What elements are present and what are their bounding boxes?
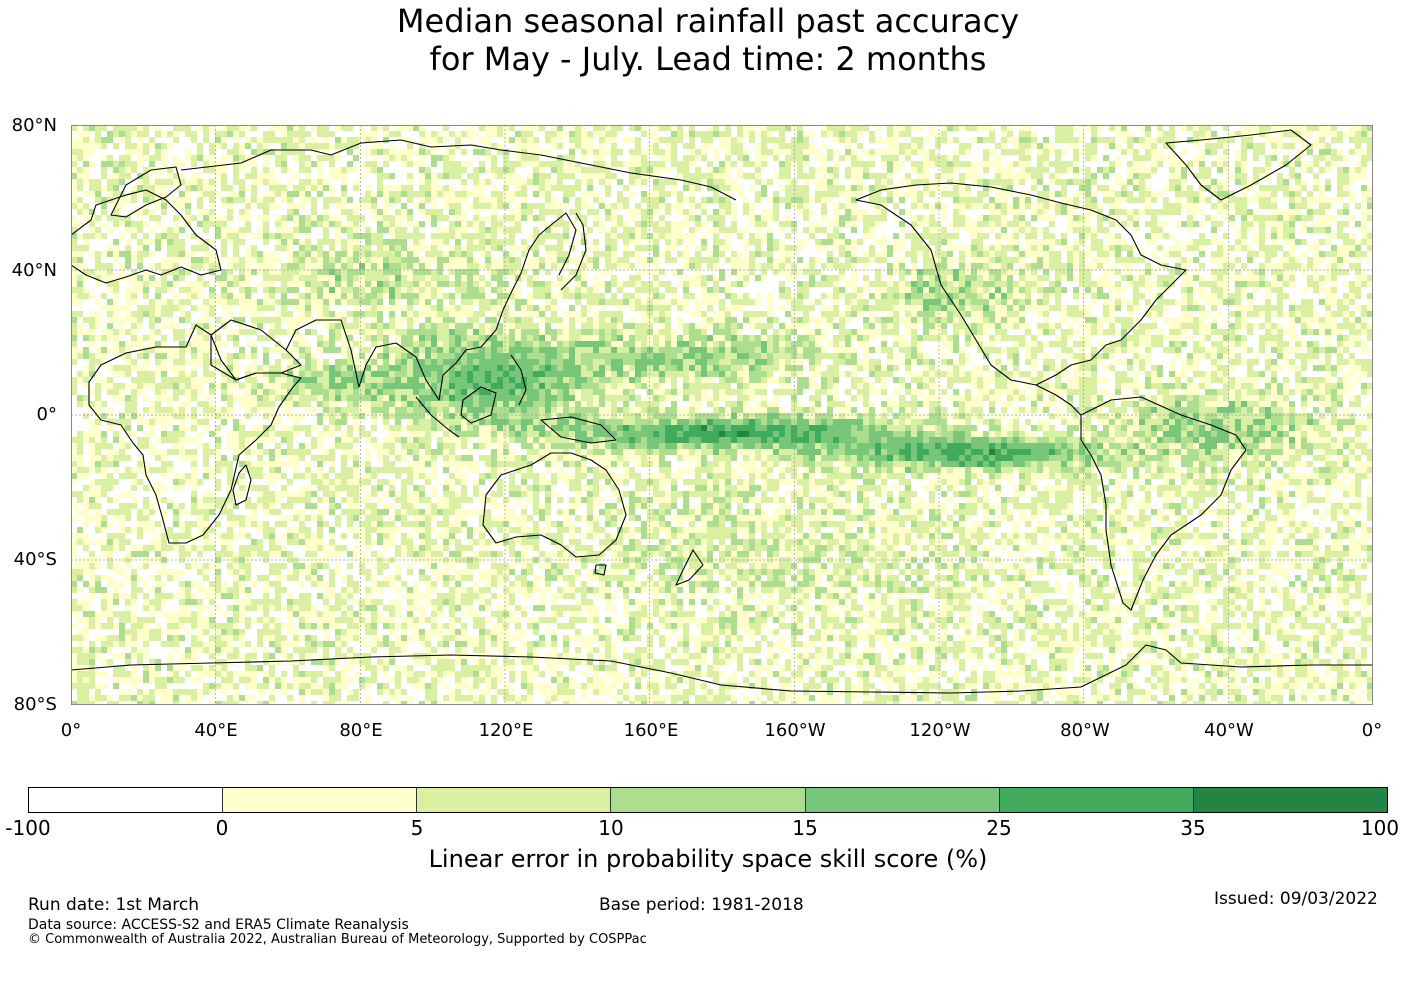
skill-score-map [71,125,1373,705]
colorbar-tick-2: 0 [215,816,229,840]
colorbar-segment-7 [1193,788,1387,812]
coast-africa [88,324,302,544]
map-title-line-1: Median seasonal rainfall past accuracy [396,2,1020,40]
data-source: Data source: ACCESS-S2 and ERA5 Climate … [28,917,409,933]
colorbar-segment-1 [29,788,224,812]
map-frame [71,125,1373,705]
colorbar-segment-5 [805,788,1000,812]
lat-label-80s: 80°S [13,694,57,715]
lat-label-equator: 0° [36,404,57,425]
graticule [71,125,1373,705]
colorbar-segment-6 [999,788,1194,812]
coast-new-guinea [540,416,617,444]
coast-asia-south [285,212,577,401]
colorbar-label: Linear error in probability space skill … [428,845,988,873]
colorbar-tick-8: 100 [1360,816,1400,840]
map-title-line-2: for May - July. Lead time: 2 months [429,40,987,78]
colorbar-tick-1: -100 [5,816,51,840]
copyright: © Commonwealth of Australia 2022, Austra… [28,932,647,947]
coast-madagascar [232,464,252,506]
coast-greenland [1165,129,1312,201]
lon-label-40e: 40°E [194,720,238,741]
lon-label-0-right: 0° [1361,720,1383,741]
colorbar [28,787,1388,813]
coast-australia [482,452,627,558]
colorbar-segment-3 [417,788,612,812]
colorbar-tick-5: 15 [792,816,818,840]
lon-label-0-left: 0° [60,720,82,741]
issued-date: Issued: 09/03/2022 [1214,889,1378,909]
colorbar-segment-2 [223,788,418,812]
coast-tasmania [594,564,607,576]
colorbar-tick-4: 10 [598,816,624,840]
coast-philippines [510,354,527,406]
colorbar-tick-7: 35 [1180,816,1206,840]
coast-sumatra [415,396,460,438]
coast-scandinavia [110,166,182,218]
coast-borneo [460,386,497,424]
lon-label-40w: 40°W [1204,720,1254,741]
coast-north-america [855,182,1187,386]
lon-label-160e: 160°E [623,720,679,741]
colorbar-tick-3: 5 [410,816,424,840]
lon-label-80e: 80°E [339,720,383,741]
run-date: Run date: 1st March [28,895,200,915]
coastlines [71,129,1373,694]
lon-label-160w: 160°W [764,720,826,741]
coast-antarctica [71,644,1373,694]
coast-japan [560,212,587,291]
coast-new-zealand [675,549,704,586]
lon-label-120w: 120°W [909,720,971,741]
lat-label-40s: 40°S [13,549,57,570]
lon-label-80w: 80°W [1060,720,1110,741]
coast-arabia [210,319,302,381]
base-period: Base period: 1981-2018 [599,895,804,915]
colorbar-segment-4 [611,788,806,812]
coast-central-america [1035,384,1082,416]
coast-asia-north [180,139,737,201]
lat-label-80n: 80°N [11,115,57,136]
colorbar-tick-6: 25 [986,816,1012,840]
lat-label-40n: 40°N [11,260,57,281]
coast-europe [71,189,222,284]
coast-south-america [1080,396,1247,611]
skill-field [71,125,1373,705]
lon-label-120e: 120°E [478,720,534,741]
